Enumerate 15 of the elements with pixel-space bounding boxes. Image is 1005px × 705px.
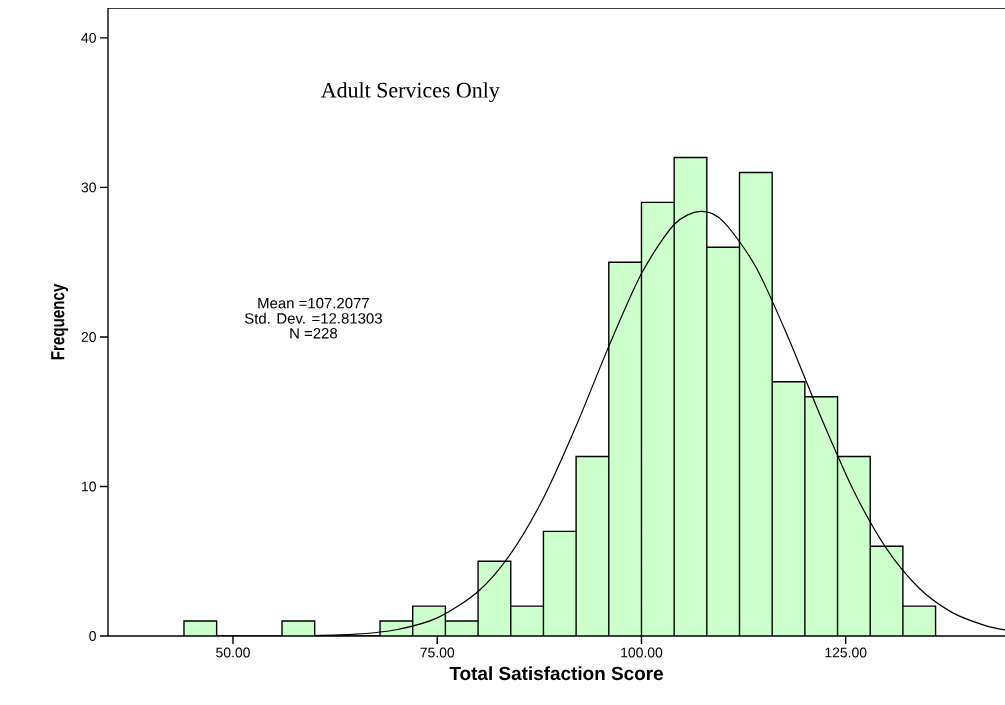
annotation: N =228 — [290, 328, 338, 339]
x-tick-label: 125.00 — [825, 647, 867, 658]
x-tick-label: 50.00 — [216, 647, 250, 658]
y-tick-label: 30 — [81, 182, 96, 193]
annotation: Adult Services Only — [321, 82, 500, 103]
x-axis-title: Total Satisfaction Score — [449, 666, 663, 681]
x-tick-label: 100.00 — [621, 647, 663, 658]
y-tick-label: 10 — [82, 481, 96, 492]
y-axis-title: Frequency — [51, 283, 69, 360]
y-tick-label: 40 — [81, 32, 96, 43]
annotation: Mean =107.2077 — [258, 297, 369, 309]
annotation: Std. Dev. =12.81303 — [244, 312, 382, 324]
y-tick-label: 0 — [89, 631, 96, 641]
y-tick-label: 20 — [81, 332, 96, 342]
x-tick-label: 75.00 — [420, 647, 455, 658]
